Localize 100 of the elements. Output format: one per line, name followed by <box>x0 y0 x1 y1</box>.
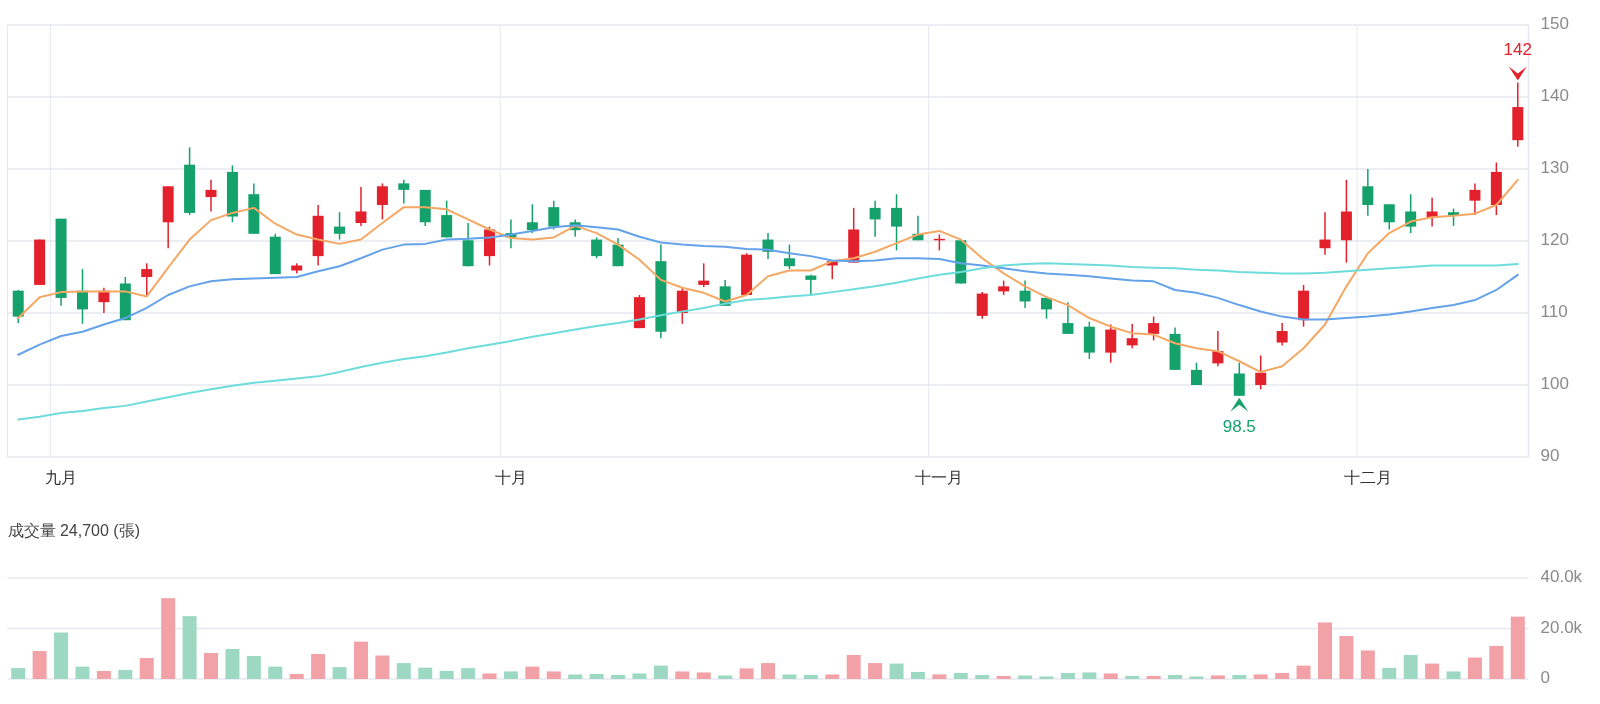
bar <box>289 673 304 679</box>
bar <box>782 674 797 679</box>
bar <box>461 668 476 679</box>
bar <box>1103 673 1118 679</box>
bar <box>375 655 390 679</box>
bar <box>910 671 925 679</box>
bar <box>1510 616 1525 679</box>
bar <box>161 598 176 679</box>
bar <box>1446 671 1461 679</box>
bar <box>439 670 454 679</box>
bar <box>204 652 219 679</box>
candlestick <box>976 291 988 320</box>
candlestick <box>1105 323 1117 364</box>
y-tick-label: 90 <box>1540 446 1560 466</box>
x-tick-label: 九月 <box>45 469 78 487</box>
bar <box>1339 636 1354 679</box>
bar <box>11 668 26 679</box>
bar <box>96 670 111 679</box>
candlestick <box>548 199 560 231</box>
candlestick <box>1233 361 1245 397</box>
bar <box>739 668 754 679</box>
bar <box>589 673 604 679</box>
candlestick <box>1126 323 1138 350</box>
bar <box>1425 663 1440 679</box>
bar <box>182 616 197 679</box>
bar <box>761 663 775 679</box>
annotation: 142 <box>1503 39 1532 59</box>
x-tick-label: 十一月 <box>915 469 964 487</box>
bar <box>225 648 240 679</box>
candlestick <box>141 262 153 298</box>
bar <box>1210 675 1225 679</box>
bar <box>1232 674 1247 679</box>
chart-title: 成交量 24,700 (張) <box>7 522 140 540</box>
bar <box>718 675 733 679</box>
bar <box>546 671 561 679</box>
line-series <box>17 262 1519 421</box>
bar <box>139 658 154 679</box>
bar <box>396 663 411 679</box>
bar <box>1039 676 1054 679</box>
bar <box>32 650 47 679</box>
y-tick-label: 20.0k <box>1540 617 1583 637</box>
bar <box>632 673 647 679</box>
bar <box>1060 672 1075 679</box>
bar <box>1275 672 1290 679</box>
bar <box>1489 645 1504 679</box>
candlestick <box>1319 211 1331 256</box>
bar <box>889 663 904 679</box>
bar <box>932 674 947 679</box>
bar <box>1317 622 1332 679</box>
bar <box>1082 672 1097 679</box>
y-tick-label: 130 <box>1540 158 1569 178</box>
bar <box>75 666 90 679</box>
bar <box>1168 674 1183 679</box>
candlestick <box>1019 279 1031 309</box>
x-tick-label: 十二月 <box>1343 469 1392 487</box>
candlestick <box>612 237 624 267</box>
bar <box>568 674 583 679</box>
candlestick <box>441 199 453 239</box>
bar <box>1125 675 1140 679</box>
candlestick <box>1362 168 1374 217</box>
bar <box>996 675 1011 679</box>
candlestick <box>1276 322 1288 347</box>
bar <box>1253 674 1268 679</box>
y-tick-label: 110 <box>1540 302 1568 322</box>
candlestick <box>698 262 710 288</box>
bar <box>268 666 283 679</box>
bar <box>54 632 69 679</box>
candlestick <box>526 203 538 234</box>
candlestick <box>805 274 817 296</box>
candlestick <box>783 243 795 270</box>
candlestick <box>205 179 217 213</box>
bar <box>675 671 690 679</box>
candlestick <box>1255 354 1267 391</box>
bar <box>1467 657 1482 679</box>
y-tick-label: 140 <box>1540 86 1569 106</box>
y-tick-label: 40.0k <box>1540 567 1583 587</box>
bar <box>311 654 326 679</box>
bar <box>1296 665 1311 679</box>
bar <box>418 667 433 679</box>
candlestick <box>76 268 88 325</box>
candlestick <box>1405 193 1417 234</box>
bar <box>803 674 818 679</box>
bar <box>611 674 626 679</box>
candlestick <box>355 186 367 227</box>
bar <box>868 663 883 679</box>
y-tick-label: 100 <box>1540 374 1569 394</box>
candlestick <box>1148 315 1160 342</box>
bar <box>482 673 497 679</box>
annotation: 98.5 <box>1222 416 1256 436</box>
candlestick <box>398 179 410 205</box>
bar <box>503 671 518 679</box>
bar <box>653 665 668 679</box>
candlestick <box>1469 182 1481 216</box>
bar <box>1018 675 1033 679</box>
candlestick <box>1383 203 1395 231</box>
bar <box>525 666 540 679</box>
y-tick-label: 150 <box>1540 14 1569 34</box>
bar <box>246 656 261 679</box>
candlestick <box>891 193 903 252</box>
bar <box>332 667 347 679</box>
